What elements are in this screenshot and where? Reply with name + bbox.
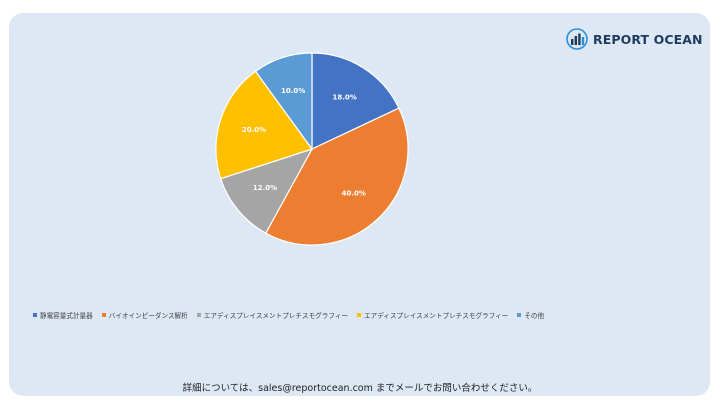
brand-logo: REPORT OCEAN [566,28,703,50]
legend-label-2: バイオインピーダンス解析 [108,312,188,320]
slice-data-label-1: 18.0% [333,93,357,101]
legend-label-3: エアディスプレイスメントプレチスモグラフィー [203,312,349,320]
legend-swatch-5 [517,313,522,317]
legend-swatch-4 [357,313,362,317]
pie-slice-1 [311,52,400,150]
legend-item-4: エアディスプレイスメントプレチスモグラフィー [357,310,508,320]
legend-label-5: その他 [524,312,545,320]
slice-data-label-4: 20.0% [242,126,266,134]
pie-slice-5 [254,52,313,151]
legend-swatch-2 [101,313,106,317]
pie-slice-2 [264,107,409,246]
legend-swatch-1 [33,313,37,317]
legend-item-1: 静電容量式計量器 [33,310,93,320]
report-ocean-logo-icon [566,28,588,50]
legend-swatch-3 [196,313,201,317]
legend-item-5: その他 [517,310,544,320]
contact-footer: 詳細については、sales@reportocean.com までメールでお問い合… [182,383,538,394]
legend-item-2: バイオインピーダンス解析 [101,310,188,320]
legend-label-4: エアディスプレイスメントプレチスモグラフィー [364,312,509,320]
legend-item-3: エアディスプレイスメントプレチスモグラフィー [196,310,349,320]
pie-slice-4 [215,70,313,180]
legend-label-1: 静電容量式計量器 [40,312,93,320]
brand-name: REPORT OCEAN [593,31,703,47]
pie-slice-3 [219,147,314,234]
slice-data-label-3: 12.0% [253,184,277,192]
chart-legend: 静電容量式計量器 バイオインピーダンス解析 エアディスプレイスメントプレチスモグラフ… [33,309,693,321]
slice-data-label-2: 40.0% [342,189,366,197]
slice-data-label-5: 10.0% [281,87,305,95]
